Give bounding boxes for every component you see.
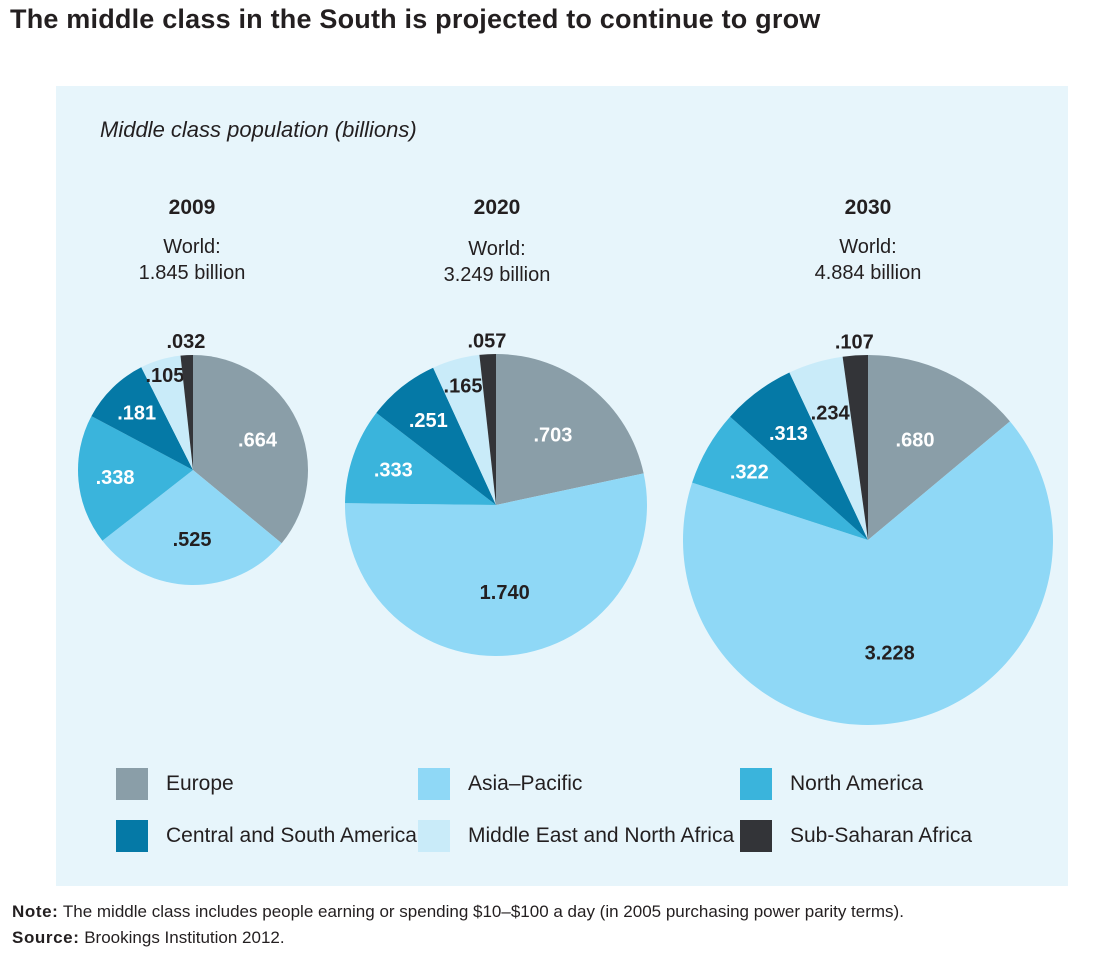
pie-slice-north-america xyxy=(77,416,193,541)
note-text: The middle class includes people earning… xyxy=(58,902,904,921)
legend-swatch xyxy=(740,820,772,852)
legend-item-sub-saharan-africa: Sub-Saharan Africa xyxy=(740,820,972,852)
pie-2030: .680 3.228 .322.313.234 .107 xyxy=(682,331,1053,725)
chart-title: The middle class in the South is project… xyxy=(10,4,821,34)
pie-world-total-2030: World: 4.884 billion xyxy=(758,234,978,286)
pie-data-label: .680 xyxy=(896,429,935,451)
world-value: 1.845 billion xyxy=(138,262,246,284)
pie-slice-middle-east-and-north-africa xyxy=(789,356,868,540)
pie-data-label: .313 xyxy=(769,423,808,445)
pie-slice-middle-east-and-north-africa xyxy=(433,354,496,505)
world-label: World: xyxy=(163,236,221,258)
pie-world-total-2009: World: 1.845 billion xyxy=(82,234,302,286)
note-label: Note: xyxy=(12,902,59,921)
pie-year-2030: 2030 xyxy=(844,196,892,219)
legend-label: Middle East and North Africa xyxy=(468,824,735,847)
pie-slice-sub-saharan-africa xyxy=(479,354,496,505)
pie-world-total-2020: World: 3.249 billion xyxy=(387,236,607,288)
legend-label: Asia–Pacific xyxy=(468,772,583,795)
pie-data-label: .333 xyxy=(374,459,413,481)
pie-slice-sub-saharan-africa xyxy=(180,355,193,470)
pie-data-label: .057 xyxy=(467,330,506,352)
pie-data-label: .322 xyxy=(730,462,769,484)
footnote-note: Note: The middle class includes people e… xyxy=(12,902,904,922)
pie-data-label: .165 xyxy=(444,376,483,398)
pie-slice-central-and-south-america xyxy=(91,367,193,470)
legend-swatch xyxy=(116,768,148,800)
pie-slice-central-and-south-america xyxy=(376,367,496,505)
legend-swatch xyxy=(418,768,450,800)
legend-item-north-america: North America xyxy=(740,768,923,800)
pie-slice-asia-pacific xyxy=(102,470,282,586)
pie-data-label: .032 xyxy=(167,331,206,353)
pie-year-2009: 2009 xyxy=(168,196,216,219)
source-label: Source: xyxy=(12,928,80,947)
pie-data-label: 1.740 xyxy=(480,582,530,604)
legend-label: Europe xyxy=(166,772,234,795)
world-label: World: xyxy=(468,238,526,260)
legend-swatch xyxy=(418,820,450,852)
pie-data-label: .338 xyxy=(96,467,135,489)
pie-data-label: .234 xyxy=(811,402,851,424)
pie-slice-europe xyxy=(868,355,1010,540)
legend-swatch xyxy=(116,820,148,852)
pie-slice-north-america xyxy=(345,412,496,505)
pie-data-label: .181 xyxy=(117,402,156,424)
pie-slice-north-america xyxy=(692,416,868,540)
pie-slice-asia-pacific xyxy=(345,473,647,656)
pie-data-label: .105 xyxy=(145,365,184,387)
legend-label: Central and South America xyxy=(166,824,417,847)
pie-slice-central-and-south-america xyxy=(730,372,868,540)
legend-swatch xyxy=(740,768,772,800)
pie-slice-middle-east-and-north-africa xyxy=(141,355,193,470)
pie-slice-asia-pacific xyxy=(682,421,1053,725)
pie-year-2020: 2020 xyxy=(473,196,521,219)
world-label: World: xyxy=(839,236,897,258)
pie-2020: .703 1.740 .333 .251 .165 .057 xyxy=(345,330,647,656)
chart-subtitle: Middle class population (billions) xyxy=(100,117,417,142)
pie-data-label: .664 xyxy=(238,430,278,452)
legend-item-central-south-america: Central and South America xyxy=(116,820,417,852)
legend-label: Sub-Saharan Africa xyxy=(790,824,973,847)
pie-data-label: .525 xyxy=(173,529,212,551)
legend-item-asia-pacific: Asia–Pacific xyxy=(418,768,582,800)
pie-slice-europe xyxy=(193,355,308,544)
pie-data-label: .251 xyxy=(409,410,448,432)
world-value: 3.249 billion xyxy=(443,264,551,286)
pie-slice-europe xyxy=(496,354,644,505)
pie-2009: .664 .525 .338 .181 .105 .032 xyxy=(77,331,308,586)
pie-data-label: .107 xyxy=(835,331,874,353)
legend-item-europe: Europe xyxy=(116,768,234,800)
pie-data-label: 3.228 xyxy=(865,643,915,665)
legend-label: North America xyxy=(790,772,924,795)
legend-item-middle-east-north-africa: Middle East and North Africa xyxy=(418,820,734,852)
footnote-source: Source: Brookings Institution 2012. xyxy=(12,928,285,948)
pie-slice-sub-saharan-africa xyxy=(842,355,868,540)
source-text: Brookings Institution 2012. xyxy=(79,928,285,947)
world-value: 4.884 billion xyxy=(814,262,922,284)
pie-data-label: .703 xyxy=(533,425,572,447)
